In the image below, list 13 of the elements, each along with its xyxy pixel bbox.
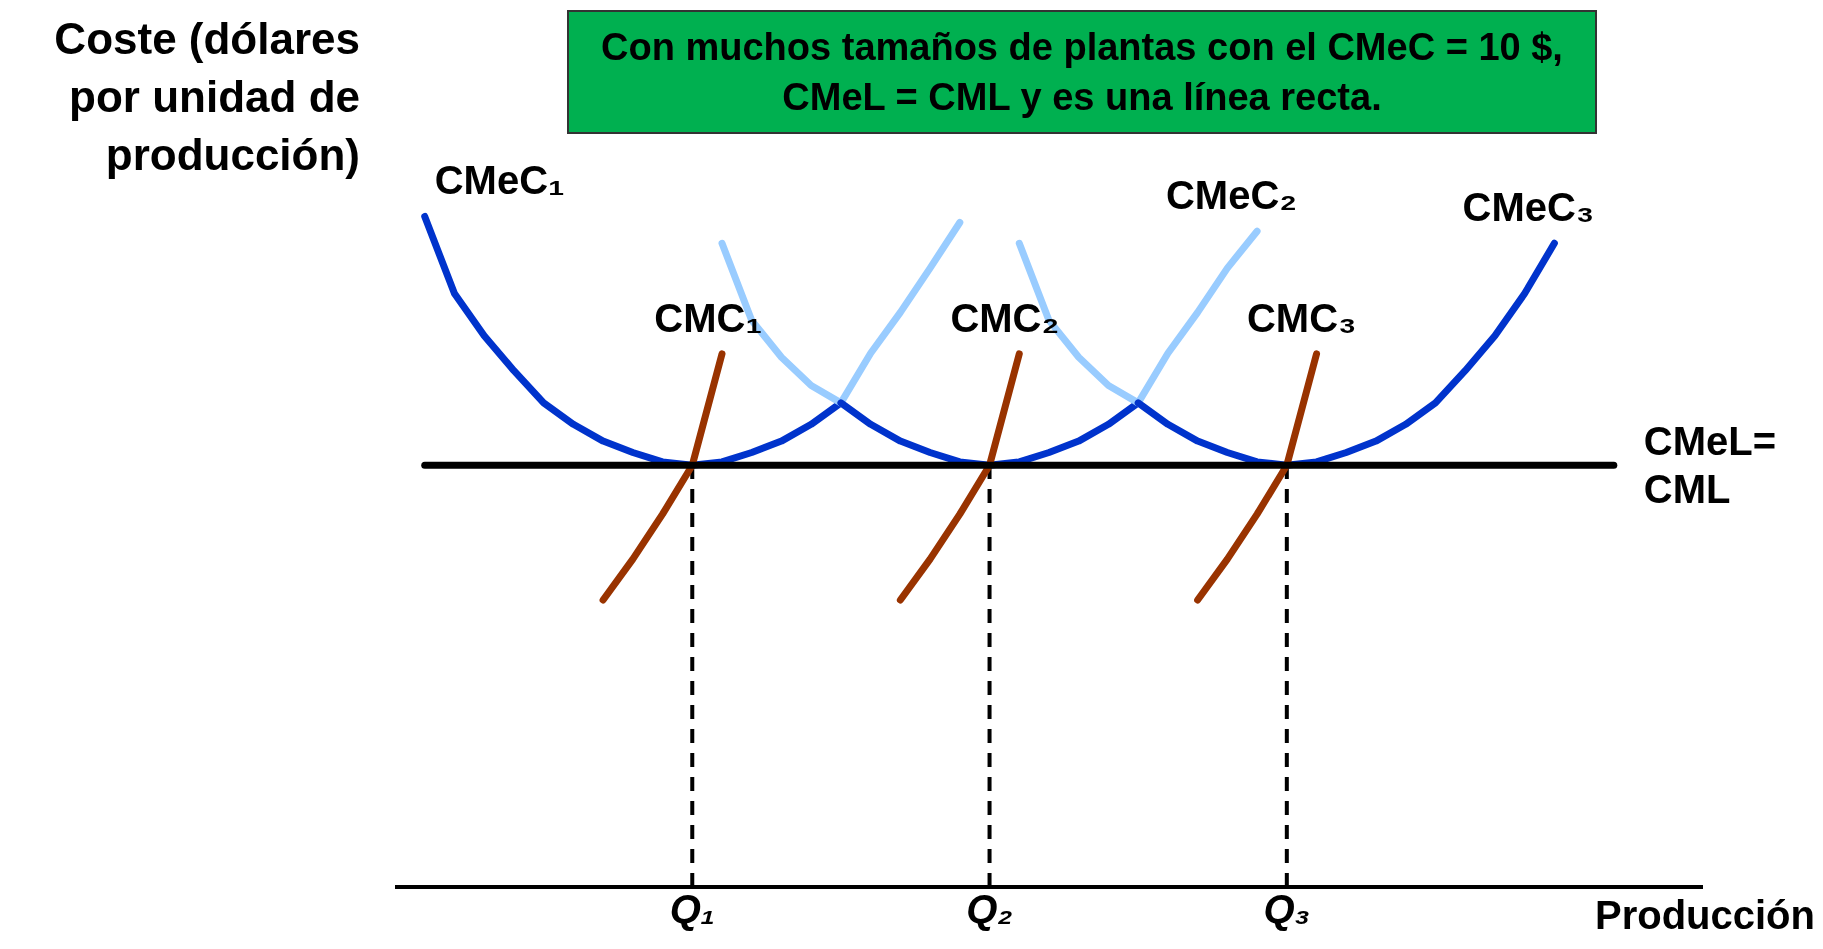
series-label: CMC₂ (950, 295, 1060, 340)
series-label: CMeL= CML (1643, 419, 1777, 512)
x-axis-title: Producción (1594, 893, 1815, 938)
x-tick-label: Q₂ (966, 887, 1013, 933)
series-label: CMC₁ (654, 295, 762, 340)
series-label: CMeC₂ (1165, 173, 1298, 218)
series-label: CMeC₁ (434, 158, 565, 203)
x-tick-label: Q₃ (1263, 887, 1311, 933)
y-axis-title: Coste (dólares por unidad de producción) (53, 13, 360, 181)
series-label: CMeC₃ (1462, 185, 1595, 230)
text: Con muchos tamaños de plantas con el CMeC = 10 $, CMeL = CML y es una línea recta. (567, 10, 1597, 134)
series-label: CMC₃ (1246, 295, 1357, 340)
x-tick-label: Q₁ (669, 887, 715, 933)
